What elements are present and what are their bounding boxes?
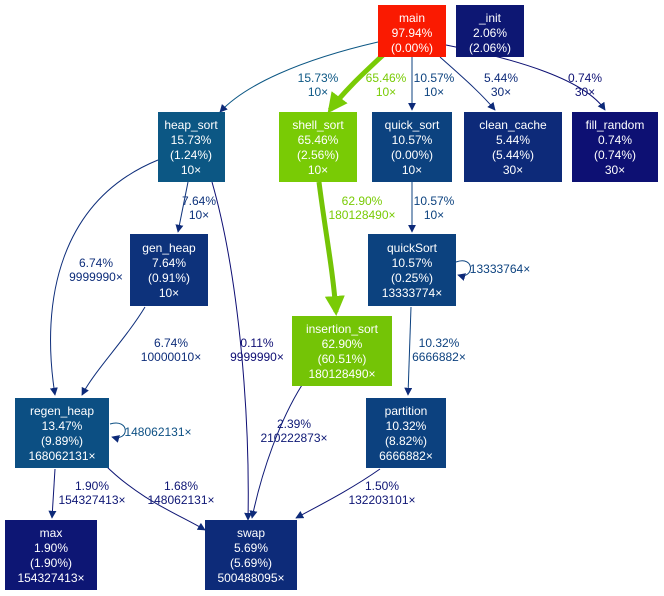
edge-label-regen_heap-max: 1.90% 154327413×	[58, 479, 125, 507]
edge-label-partition-swap: 1.50% 132203101×	[348, 479, 415, 507]
node-insertion_sort[interactable]: insertion_sort 62.90% (60.51%) 180128490×	[292, 316, 392, 386]
edge-labels: 15.73% 10× 65.46% 10× 10.57% 10× 5.44% 30× 0…	[58, 71, 602, 507]
edge-gen_heap-regen_heap	[81, 306, 146, 396]
edge-heap_sort-swap	[211, 181, 253, 521]
edge-partition-swap	[295, 468, 381, 519]
edge-label-regen_heap-swap: 1.68% 148062131×	[147, 479, 214, 507]
node-quick_sort[interactable]: quick_sort 10.57% (0.00%) 10×	[372, 112, 452, 182]
edge-label-main-heap_sort: 15.73% 10×	[298, 71, 339, 99]
edge-label-quickSort-self: 13333764×	[470, 262, 530, 276]
edge-label-main-shell_sort: 65.46% 10×	[366, 71, 407, 99]
node-max[interactable]: max 1.90% (1.90%) 154327413×	[5, 520, 97, 590]
edge-quickSort-self	[455, 260, 471, 281]
edge-label-gen_heap-regen_heap: 6.74% 10000010×	[141, 336, 201, 364]
edge-label-heap_sort-regen_heap: 6.74% 9999990×	[69, 256, 123, 284]
edge-label-heap_sort-gen_heap: 7.64% 10×	[182, 194, 216, 222]
node-partition[interactable]: partition 10.32% (8.82%) 6666882×	[366, 398, 446, 468]
node-clean_cache[interactable]: clean_cache 5.44% (5.44%) 30×	[464, 112, 562, 182]
edge-insertion_sort-swap	[249, 384, 303, 519]
edge-label-quickSort-partition: 10.32% 6666882×	[412, 336, 466, 364]
edge-label-main-fill_random: 0.74% 30×	[568, 71, 602, 99]
node-shell_sort[interactable]: shell_sort 65.46% (2.56%) 10×	[279, 112, 357, 182]
edge-label-main-quick_sort: 10.57% 10×	[414, 71, 455, 99]
edge-heap_sort-gen_heap	[175, 181, 189, 233]
edge-regen_heap-swap	[104, 464, 206, 531]
edge-regen_heap-max	[48, 468, 57, 519]
edge-label-regen_heap-self: 148062131×	[124, 425, 191, 439]
nodes: main 97.94% (0.00%) _init 2.06% (2.06%) heap…	[5, 5, 658, 590]
edge-shell_sort-insertion_sort	[316, 181, 345, 316]
edge-label-quick_sort-quickSort: 10.57% 10×	[414, 194, 455, 222]
edge-main-clean_cache	[439, 56, 496, 111]
edge-regen_heap-self	[109, 422, 126, 443]
node-fill_random[interactable]: fill_random 0.74% (0.74%) 30×	[572, 112, 658, 182]
node-quickSort[interactable]: quickSort 10.57% (0.25%) 13333774×	[368, 234, 456, 306]
edge-main-shell_sort	[327, 53, 385, 114]
edge-label-insertion_sort-swap: 2.39% 210222873×	[260, 417, 327, 445]
edge-heap_sort-regen_heap	[49, 159, 159, 396]
edges	[48, 41, 606, 531]
node-gen_heap[interactable]: gen_heap 7.64% (0.91%) 10×	[130, 234, 208, 306]
node-heap_sort[interactable]: heap_sort 15.73% (1.24%) 10×	[158, 112, 225, 182]
edge-label-shell_sort-insertion_sort: 62.90% 180128490×	[328, 194, 395, 222]
edge-label-heap_sort-swap: 0.11% 9999990×	[230, 336, 284, 364]
edge-label-main-clean_cache: 5.44% 30×	[484, 71, 518, 99]
node-regen_heap[interactable]: regen_heap 13.47% (9.89%) 168062131×	[15, 398, 109, 468]
edge-quickSort-partition	[404, 306, 413, 396]
edge-main-heap_sort	[219, 41, 379, 113]
node-main[interactable]: main 97.94% (0.00%)	[378, 5, 446, 57]
node-init[interactable]: _init 2.06% (2.06%)	[456, 5, 524, 57]
node-swap[interactable]: swap 5.69% (5.69%) 500488095×	[205, 520, 297, 590]
